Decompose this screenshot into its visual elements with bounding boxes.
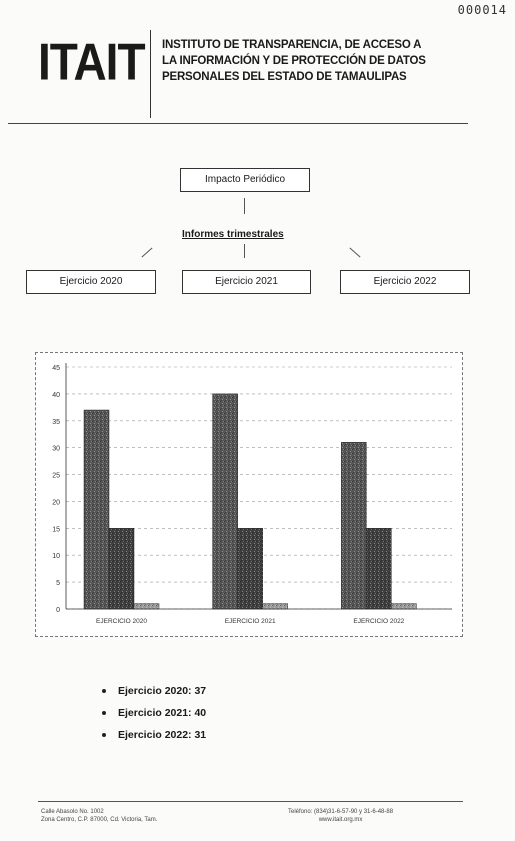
bar-texture bbox=[391, 603, 417, 609]
footer-line: www.itait.org.mx bbox=[318, 817, 363, 823]
institution-line: INSTITUTO DE TRANSPARENCIA, DE ACCESO A bbox=[162, 39, 422, 51]
bar-texture bbox=[109, 528, 134, 609]
y-tick-label: 40 bbox=[52, 392, 60, 399]
y-tick-label: 10 bbox=[52, 553, 60, 560]
diagram-connector bbox=[349, 247, 361, 258]
itait-logo: ITAIT bbox=[38, 32, 146, 91]
diagram-connector bbox=[141, 247, 153, 258]
header-rule bbox=[8, 123, 468, 124]
diagram-child-box: Ejercicio 2022 bbox=[340, 270, 470, 294]
diagram-connector bbox=[244, 198, 245, 214]
footer-address: Calle Abasolo No. 1002 Zona Centro, C.P.… bbox=[41, 808, 157, 824]
institution-line: LA INFORMACIÓN Y DE PROTECCIÓN DE DATOS bbox=[162, 55, 426, 67]
bar-texture bbox=[212, 393, 238, 609]
y-tick-label: 30 bbox=[52, 446, 60, 453]
y-tick-label: 45 bbox=[52, 365, 60, 372]
x-tick-label: EJERCICIO 2021 bbox=[225, 618, 276, 625]
diagram-root-box: Impacto Periódico bbox=[180, 168, 310, 192]
y-tick-label: 35 bbox=[52, 419, 60, 426]
y-tick-label: 0 bbox=[56, 607, 60, 614]
chart-canvas: 0 5 10 15 20 25 30 35 40 45 EJERCICIO 2020 EJERCICI… bbox=[52, 363, 452, 625]
x-tick-label: EJERCICIO 2020 bbox=[96, 618, 147, 625]
bar-texture bbox=[84, 410, 109, 609]
diagram-child-box: Ejercicio 2020 bbox=[26, 270, 156, 294]
summary-list: Ejercicio 2020: 37 Ejercicio 2021: 40 Ej… bbox=[102, 680, 206, 746]
y-tick-label: 5 bbox=[56, 580, 60, 587]
diagram-sublabel: Informes trimestrales bbox=[182, 229, 284, 240]
bar-texture bbox=[237, 528, 263, 609]
bar-texture bbox=[262, 603, 288, 609]
institution-line: PERSONALES DEL ESTADO DE TAMAULIPAS bbox=[162, 71, 407, 83]
diagram-child-box: Ejercicio 2021 bbox=[182, 270, 311, 294]
institution-name: INSTITUTO DE TRANSPARENCIA, DE ACCESO A … bbox=[162, 37, 442, 85]
summary-item: Ejercicio 2022: 31 bbox=[102, 724, 206, 746]
x-tick-label: EJERCICIO 2022 bbox=[353, 618, 404, 625]
header-divider bbox=[150, 30, 151, 118]
y-tick-label: 20 bbox=[52, 499, 60, 506]
bar-texture bbox=[134, 603, 159, 609]
footer-line: Teléfono: (834)31-6-57-90 y 31-6-48-88 bbox=[288, 809, 394, 815]
page-number: 000014 bbox=[457, 3, 507, 17]
footer-rule bbox=[38, 801, 463, 802]
footer-line: Zona Centro, C.P. 87000, Cd. Victoria, T… bbox=[41, 817, 158, 823]
bar-chart: 0 5 10 15 20 25 30 35 40 45 EJERCICIO 2020 EJERCICI… bbox=[35, 352, 463, 637]
y-tick-label: 25 bbox=[52, 473, 60, 480]
footer-contact: Teléfono: (834)31-6-57-90 y 31-6-48-88 w… bbox=[288, 808, 393, 824]
diagram-connector bbox=[244, 244, 245, 258]
bar-texture bbox=[366, 528, 392, 609]
bar-texture bbox=[341, 442, 367, 609]
summary-item: Ejercicio 2020: 37 bbox=[102, 680, 206, 702]
y-tick-label: 15 bbox=[52, 526, 60, 533]
footer-line: Calle Abasolo No. 1002 bbox=[41, 809, 104, 815]
summary-item: Ejercicio 2021: 40 bbox=[102, 702, 206, 724]
